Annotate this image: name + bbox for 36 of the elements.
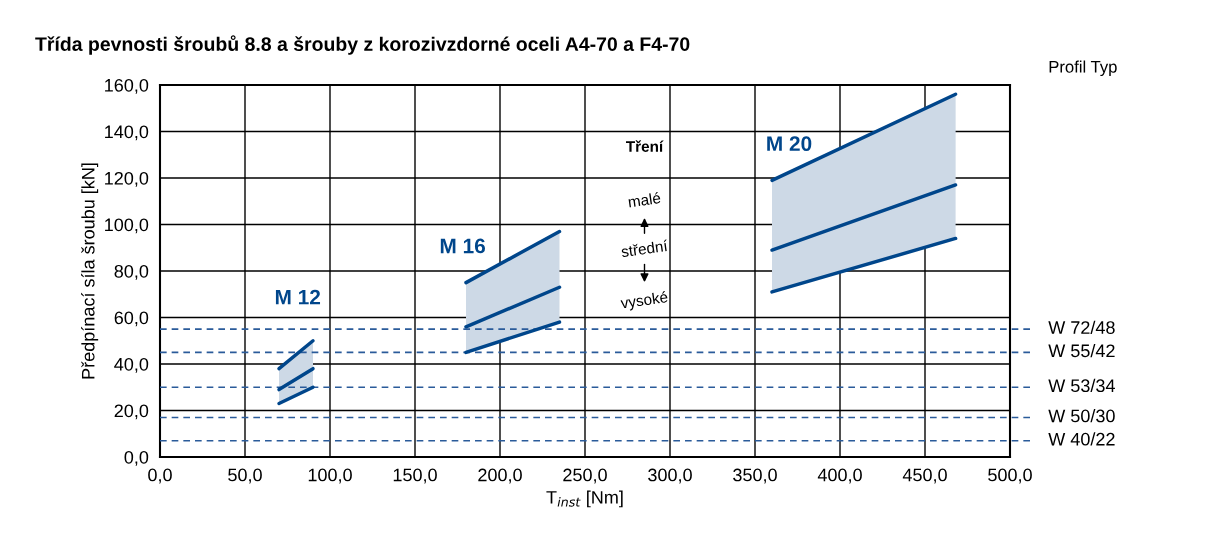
text: Profil Typ	[1049, 60, 1117, 77]
annotation: M 12	[275, 289, 321, 305]
x-tick-label: 500,0	[988, 468, 1032, 484]
x-tick-label: 300,0	[648, 468, 692, 484]
x-tick-label: 200,0	[478, 468, 522, 484]
annotation: střední	[620, 239, 669, 258]
y-tick-label: 120,0	[105, 171, 149, 187]
x-tick-label: 250,0	[563, 468, 607, 484]
x-tick-label: 450,0	[902, 468, 947, 484]
ref-line-label: W 53/34	[1048, 378, 1115, 393]
x-tick-label: 0,0	[148, 468, 172, 484]
y-tick-label: 160,0	[105, 78, 149, 94]
chart-title: Třída pevnosti šroubů 8.8 a šrouby z korozivzdorné oceli A4-70 a F4-70	[35, 35, 690, 55]
y-tick-label: 80,0	[114, 264, 149, 280]
y-tick-label: 0,0	[124, 450, 149, 466]
x-tick-label: 100,0	[308, 468, 352, 484]
ref-line-label: W 72/48	[1048, 320, 1115, 334]
y-axis-title: Předpínací síla šroubu [kN]	[81, 163, 99, 379]
y-tick-label: 100,0	[105, 218, 149, 234]
y-tick-label: 60,0	[114, 311, 149, 327]
x-tick-label: 50,0	[228, 468, 262, 484]
y-tick-label: 140,0	[105, 125, 149, 141]
x-axis-title: T$_{inst}$ [Nm]	[546, 490, 623, 508]
annotation: M 16	[440, 238, 486, 254]
y-tick-label: 40,0	[114, 357, 149, 373]
ref-line-label: W 50/30	[1048, 409, 1115, 423]
annotation: Tření	[626, 140, 664, 152]
annotation: malé	[628, 191, 661, 208]
x-tick-label: 150,0	[393, 468, 437, 484]
y-tick-label: 20,0	[114, 404, 149, 420]
x-tick-label: 350,0	[733, 468, 777, 484]
annotation: M 20	[767, 136, 812, 152]
ref-line-label: W 55/42	[1048, 343, 1115, 358]
x-tick-label: 400,0	[817, 468, 862, 484]
annotation: vysoké	[620, 290, 669, 312]
ref-line-label: W 40/22	[1048, 432, 1115, 446]
